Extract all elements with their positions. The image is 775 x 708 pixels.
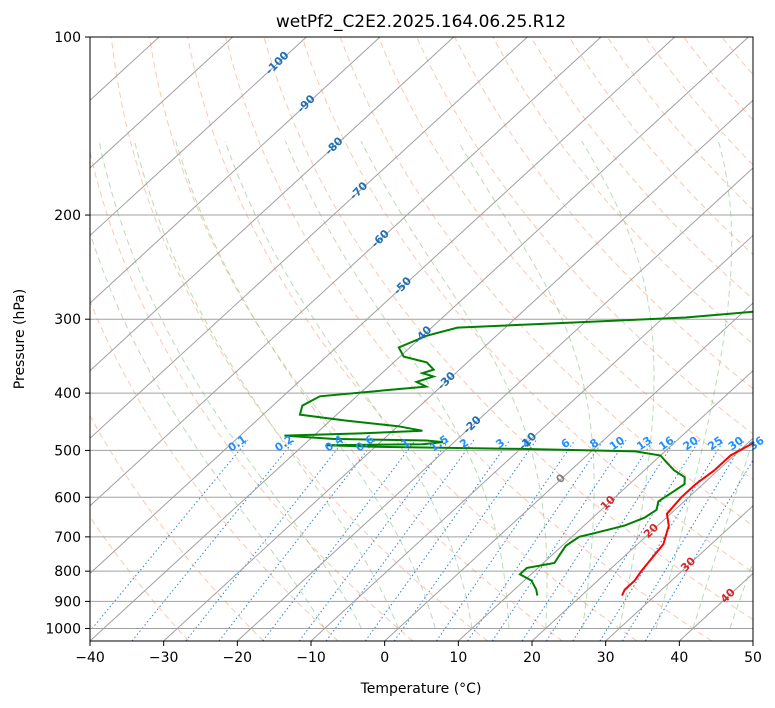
x-tick-label: 10 — [449, 650, 467, 666]
dry-adiabat — [90, 149, 414, 641]
isotherm — [605, 505, 753, 641]
dry-adiabat — [377, 37, 753, 481]
mixing-ratio-line — [599, 439, 725, 641]
y-tick-label: 600 — [54, 490, 81, 506]
mixing-ratio-line — [325, 439, 475, 641]
x-tick-label: −20 — [223, 650, 253, 666]
x-tick-label: −10 — [296, 650, 326, 666]
isotherm — [90, 37, 381, 304]
isotherm — [310, 234, 753, 641]
dewpoint-profile-line — [284, 310, 753, 596]
mixing-ratio-line — [298, 439, 450, 641]
profile-series — [284, 310, 753, 597]
y-tick-label: 400 — [54, 386, 81, 402]
x-tick-label: −30 — [149, 650, 179, 666]
isotherm — [384, 302, 753, 641]
y-tick-label: 900 — [54, 594, 81, 610]
dry-adiabat — [263, 37, 753, 621]
y-tick-label: 800 — [54, 564, 81, 580]
moist-adiabat — [457, 140, 595, 629]
moist-adiabat — [655, 141, 733, 629]
isotherm — [163, 99, 753, 641]
isotherm — [90, 37, 234, 169]
dry-adiabat — [416, 37, 753, 435]
moist-adiabat — [90, 230, 326, 629]
dry-adiabat — [530, 37, 753, 300]
dry-adiabat — [187, 37, 638, 641]
isotherm — [457, 369, 753, 641]
x-tick-label: 40 — [670, 650, 688, 666]
mixing-ratio-line — [644, 459, 753, 641]
x-axis-label: Temperature (°C) — [360, 681, 482, 697]
x-tick-label: 0 — [380, 650, 389, 666]
mixing-ratio-line — [218, 439, 376, 641]
y-tick-label: 100 — [54, 30, 81, 46]
temperature-profile-line — [621, 441, 753, 597]
mixing-ratio-line — [621, 439, 745, 641]
y-tick-label: 500 — [54, 443, 81, 459]
isotherm — [90, 37, 602, 507]
x-tick-label: −40 — [75, 650, 105, 666]
moist-adiabat — [224, 141, 473, 629]
mixing-ratio-line — [364, 439, 511, 641]
plot-frame — [89, 36, 754, 642]
dry-adiabat — [110, 37, 488, 641]
moist-adiabat — [175, 141, 436, 629]
moist-adiabat — [692, 438, 753, 629]
moist-adiabat — [134, 141, 399, 629]
x-tick-label: 30 — [597, 650, 615, 666]
mixing-ratio-line — [491, 439, 627, 641]
isotherm — [90, 37, 455, 372]
x-tick-label: 20 — [523, 650, 541, 666]
moist-adiabat — [98, 141, 362, 629]
dry-adiabat — [454, 37, 753, 390]
isotherm — [236, 167, 753, 641]
mixing-ratio-line — [393, 439, 537, 641]
mixing-ratio-line — [90, 439, 249, 632]
mixing-ratio-line — [435, 439, 576, 641]
chart-title: wetPf2_C2E2.2025.164.06.25.R12 — [276, 12, 566, 32]
dry-adiabat — [90, 414, 264, 641]
mixing-ratio-line — [521, 439, 654, 641]
y-axis-label: Pressure (hPa) — [12, 289, 28, 389]
dry-adiabat — [492, 37, 753, 345]
moist-adiabat — [360, 140, 548, 629]
dry-adiabat — [148, 37, 563, 641]
y-axis: 100 200 300 400 500 600 700 800 900 1000 — [45, 30, 90, 637]
mixing-ratio-line — [185, 439, 345, 641]
y-tick-label: 700 — [54, 530, 81, 546]
dry-adiabat — [301, 37, 753, 573]
moist-adiabat — [729, 561, 753, 629]
y-tick-label: 200 — [54, 208, 81, 224]
mixing-ratio-line — [131, 439, 296, 641]
moist-adiabat — [284, 141, 510, 629]
background-grid — [90, 37, 753, 641]
moist-adiabat — [581, 140, 655, 629]
isotherm — [90, 37, 528, 439]
isotherm — [90, 37, 676, 575]
x-axis: −40 −30 −20 −10 0 10 20 30 40 50 — [75, 641, 762, 666]
isotherm — [531, 437, 753, 641]
isotherm — [90, 37, 307, 237]
x-tick-label: 50 — [744, 650, 762, 666]
y-tick-label: 300 — [54, 312, 81, 328]
y-tick-label: 1000 — [45, 621, 81, 637]
mixing-ratio-line — [467, 439, 605, 641]
